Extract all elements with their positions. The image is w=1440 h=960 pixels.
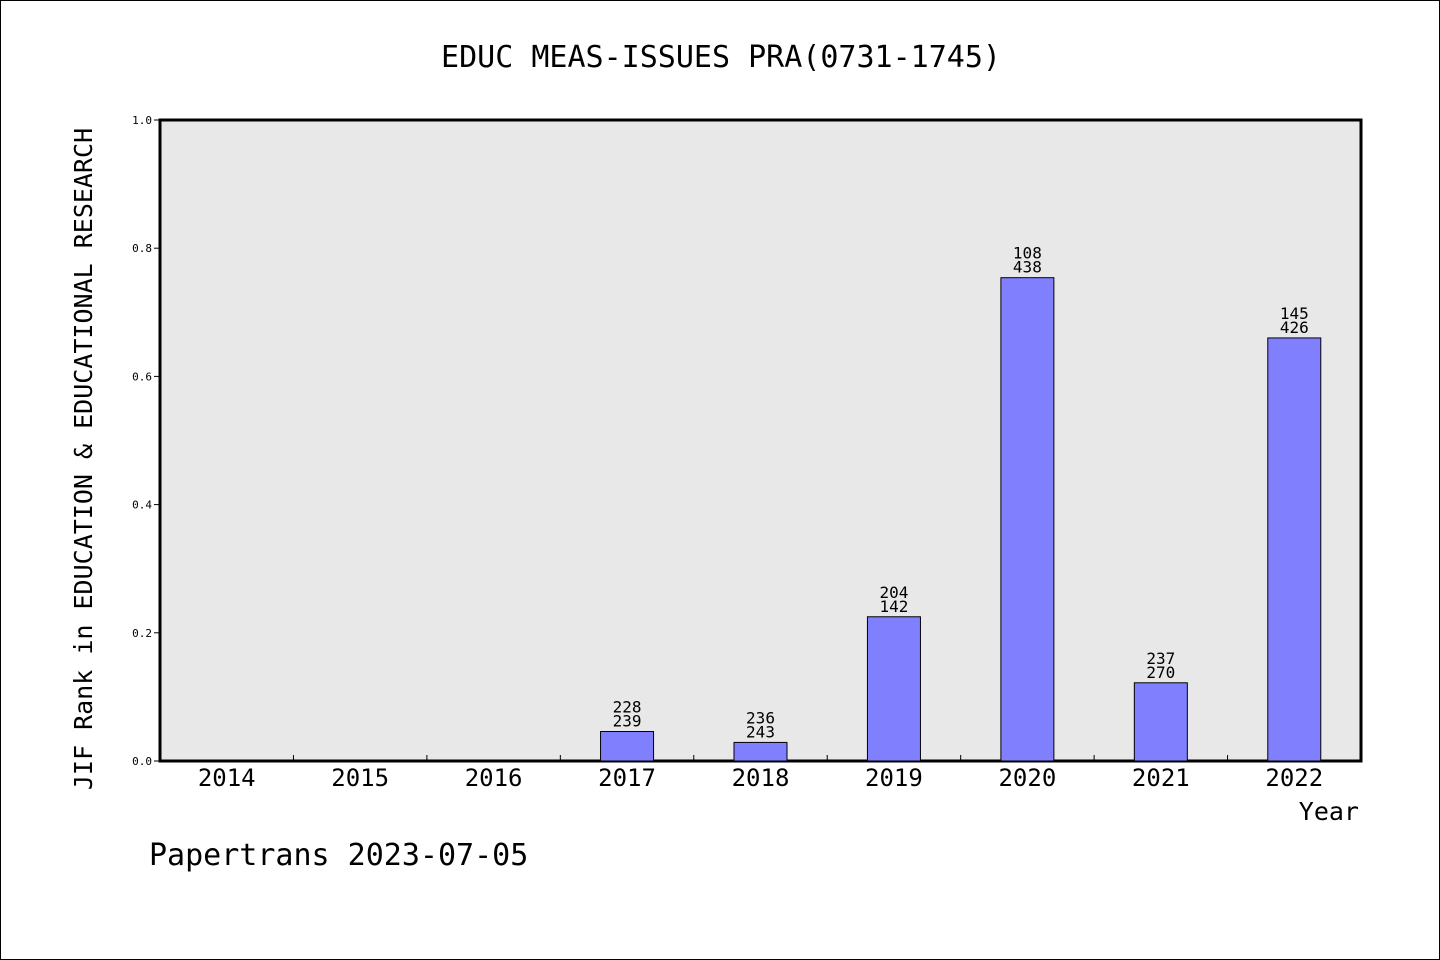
bar-2021: [1133, 682, 1188, 762]
y-tick-label: 0.8: [132, 242, 152, 255]
x-ticks: 2014 2015 2016 2017 2018 2019 2020 2021 2022: [198, 755, 1323, 792]
y-axis-label: JIF Rank in EDUCATION & EDUCATIONAL RESE…: [69, 128, 98, 790]
bar-2019: [866, 616, 921, 762]
footer-text: Papertrans 2023-07-05: [149, 838, 528, 873]
data-label-bottom: 142: [879, 597, 908, 616]
y-tick-label: 0.0: [132, 755, 152, 768]
bars: [600, 277, 1322, 762]
data-label-bottom: 426: [1280, 318, 1309, 337]
plot-area: [158, 118, 1363, 763]
data-label-bottom: 270: [1146, 663, 1175, 682]
x-tick-label: 2016: [465, 764, 523, 792]
bar-2022: [1267, 337, 1322, 762]
y-ticks: 0.0 0.2 0.4 0.6 0.8 1.0: [132, 114, 160, 768]
bar-2018: [733, 741, 788, 762]
x-tick-label: 2015: [331, 764, 389, 792]
x-axis-label: Year: [1299, 797, 1359, 826]
data-label-top: 228: [613, 698, 642, 717]
data-label-top: 237: [1146, 649, 1175, 668]
x-tick-label: 2022: [1265, 764, 1323, 792]
x-tick-label: 2019: [865, 764, 923, 792]
data-label-top: 145: [1280, 304, 1309, 323]
y-tick-label: 0.6: [132, 370, 152, 383]
x-tick-label: 2014: [198, 764, 256, 792]
data-label-top: 204: [879, 583, 908, 602]
x-tick-label: 2018: [732, 764, 790, 792]
x-tick-label: 2017: [598, 764, 656, 792]
y-tick-label: 0.2: [132, 627, 152, 640]
data-label-bottom: 438: [1013, 258, 1042, 277]
bar-2020: [1000, 277, 1055, 762]
y-tick-label: 0.4: [132, 499, 152, 512]
x-tick-label: 2021: [1132, 764, 1190, 792]
data-label-bottom: 243: [746, 722, 775, 741]
chart-title: EDUC MEAS-ISSUES PRA(0731-1745): [441, 40, 1001, 75]
y-tick-label: 1.0: [132, 114, 152, 127]
bar-2017: [600, 731, 655, 762]
data-label-top: 108: [1013, 244, 1042, 263]
data-label-bottom: 239: [613, 712, 642, 731]
data-label-top: 236: [746, 708, 775, 727]
x-tick-label: 2020: [998, 764, 1056, 792]
